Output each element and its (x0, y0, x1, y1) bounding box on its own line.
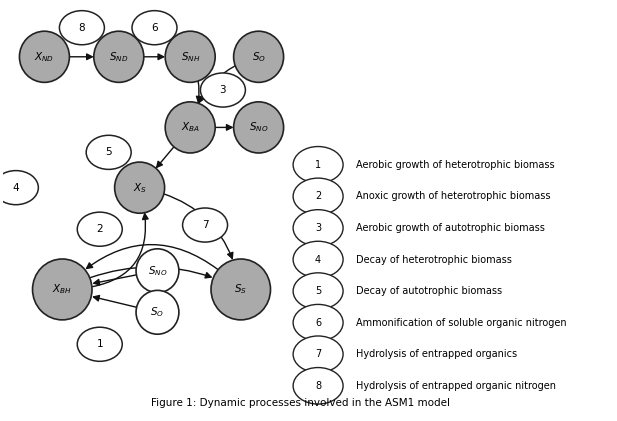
Text: $S_S$: $S_S$ (234, 282, 247, 296)
Text: $S_O$: $S_O$ (151, 305, 165, 319)
Ellipse shape (201, 73, 246, 107)
Ellipse shape (77, 327, 122, 361)
Text: Decay of heterotrophic biomass: Decay of heterotrophic biomass (356, 255, 512, 264)
Text: Aerobic growth of autotrophic biomass: Aerobic growth of autotrophic biomass (356, 223, 545, 233)
Text: 6: 6 (315, 318, 321, 328)
Text: 2: 2 (96, 224, 103, 234)
Text: 1: 1 (96, 339, 103, 349)
Text: 4: 4 (315, 255, 321, 264)
Text: $S_{NO}$: $S_{NO}$ (147, 264, 167, 277)
Text: 5: 5 (106, 147, 112, 157)
Text: $X_{BA}$: $X_{BA}$ (181, 120, 200, 134)
Ellipse shape (293, 273, 343, 309)
Ellipse shape (293, 241, 343, 278)
Ellipse shape (115, 162, 165, 213)
Text: 3: 3 (220, 85, 226, 95)
Ellipse shape (86, 135, 131, 169)
Text: $S_O$: $S_O$ (252, 50, 265, 64)
Ellipse shape (59, 11, 104, 45)
Text: Anoxic growth of heterotrophic biomass: Anoxic growth of heterotrophic biomass (356, 192, 551, 201)
Ellipse shape (293, 210, 343, 246)
Ellipse shape (33, 259, 92, 320)
Ellipse shape (293, 336, 343, 373)
Ellipse shape (234, 31, 284, 83)
Ellipse shape (211, 259, 270, 320)
Ellipse shape (165, 31, 215, 83)
Ellipse shape (234, 102, 284, 153)
Text: $X_S$: $X_S$ (133, 181, 147, 195)
Text: Aerobic growth of heterotrophic biomass: Aerobic growth of heterotrophic biomass (356, 160, 555, 170)
Text: 5: 5 (315, 286, 321, 296)
Text: 7: 7 (315, 349, 321, 359)
Text: Ammonification of soluble organic nitrogen: Ammonification of soluble organic nitrog… (356, 318, 567, 328)
Ellipse shape (136, 249, 179, 293)
Text: Hydrolysis of entrapped organic nitrogen: Hydrolysis of entrapped organic nitrogen (356, 381, 556, 391)
Ellipse shape (293, 368, 343, 404)
Text: $X_{ND}$: $X_{ND}$ (35, 50, 54, 64)
Text: 7: 7 (202, 220, 209, 230)
Text: 3: 3 (315, 223, 321, 233)
Ellipse shape (132, 11, 177, 45)
Text: $S_{ND}$: $S_{ND}$ (109, 50, 128, 64)
Ellipse shape (293, 304, 343, 341)
Ellipse shape (183, 208, 228, 242)
Text: 2: 2 (315, 192, 321, 201)
Text: 8: 8 (78, 23, 85, 33)
Ellipse shape (293, 178, 343, 215)
Text: 6: 6 (151, 23, 158, 33)
Text: $S_{NO}$: $S_{NO}$ (249, 120, 268, 134)
Text: 1: 1 (315, 160, 321, 170)
Text: $S_{NH}$: $S_{NH}$ (181, 50, 200, 64)
Text: Hydrolysis of entrapped organics: Hydrolysis of entrapped organics (356, 349, 517, 359)
Ellipse shape (77, 212, 122, 246)
Text: Decay of autotrophic biomass: Decay of autotrophic biomass (356, 286, 502, 296)
Text: $X_{BH}$: $X_{BH}$ (52, 282, 72, 296)
Ellipse shape (20, 31, 70, 83)
Text: 8: 8 (315, 381, 321, 391)
Text: 4: 4 (12, 183, 19, 193)
Ellipse shape (0, 171, 38, 205)
Text: Figure 1: Dynamic processes involved in the ASM1 model: Figure 1: Dynamic processes involved in … (151, 398, 450, 408)
Ellipse shape (136, 290, 179, 334)
Ellipse shape (165, 102, 215, 153)
Ellipse shape (293, 147, 343, 183)
Ellipse shape (94, 31, 144, 83)
